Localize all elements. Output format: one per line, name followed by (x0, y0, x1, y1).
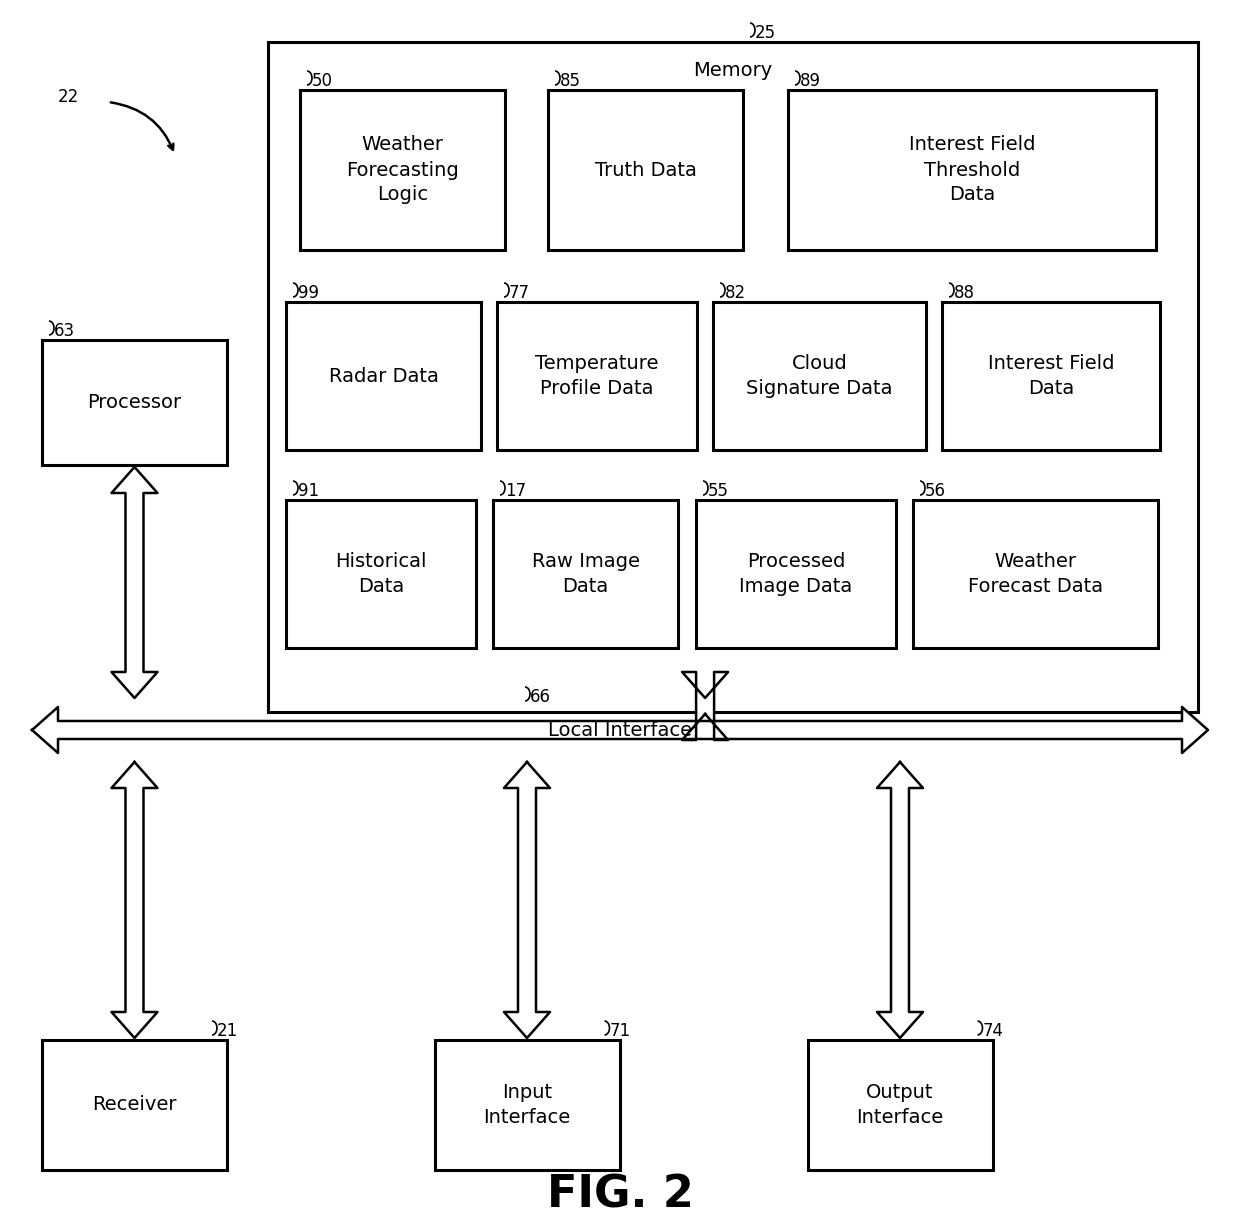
Text: Cloud
Signature Data: Cloud Signature Data (746, 354, 893, 398)
Bar (268, 42, 1198, 712)
Polygon shape (503, 763, 551, 1038)
Text: Input
Interface: Input Interface (484, 1083, 570, 1127)
Text: Temperature
Profile Data: Temperature Profile Data (536, 354, 658, 398)
Text: Historical
Data: Historical Data (335, 552, 427, 596)
Text: 88: 88 (954, 284, 975, 302)
Polygon shape (32, 707, 1208, 753)
Text: 74: 74 (982, 1022, 1003, 1040)
Text: 55: 55 (708, 482, 729, 500)
Text: 50: 50 (312, 72, 334, 89)
Text: 82: 82 (725, 284, 746, 302)
Text: FIG. 2: FIG. 2 (547, 1173, 693, 1216)
Polygon shape (682, 672, 728, 741)
Text: Raw Image
Data: Raw Image Data (532, 552, 640, 596)
Text: 91: 91 (298, 482, 319, 500)
Bar (807, 1040, 992, 1170)
Bar (713, 302, 926, 450)
Text: 99: 99 (298, 284, 319, 302)
Polygon shape (112, 763, 157, 1038)
Bar (300, 89, 505, 250)
Text: Local Interface: Local Interface (548, 721, 692, 741)
Text: 66: 66 (529, 688, 551, 706)
Polygon shape (877, 763, 923, 1038)
Bar (286, 500, 476, 649)
Bar (696, 500, 897, 649)
Text: 89: 89 (800, 72, 821, 89)
Bar (42, 340, 227, 465)
Text: 21: 21 (217, 1022, 238, 1040)
Text: Truth Data: Truth Data (594, 161, 697, 179)
Text: Output
Interface: Output Interface (857, 1083, 944, 1127)
Bar (286, 302, 481, 450)
Bar (548, 89, 743, 250)
Text: 71: 71 (610, 1022, 631, 1040)
Text: Memory: Memory (693, 60, 773, 80)
Bar (497, 302, 697, 450)
Bar (42, 1040, 227, 1170)
Bar (787, 89, 1156, 250)
Text: Weather
Forecast Data: Weather Forecast Data (968, 552, 1104, 596)
Text: 25: 25 (755, 25, 776, 42)
Bar (434, 1040, 620, 1170)
Text: Interest Field
Threshold
Data: Interest Field Threshold Data (909, 136, 1035, 205)
Text: Processor: Processor (88, 394, 181, 412)
Bar (494, 500, 678, 649)
Text: 22: 22 (58, 88, 79, 105)
Text: 77: 77 (508, 284, 529, 302)
Text: 56: 56 (925, 482, 946, 500)
Bar (942, 302, 1159, 450)
Text: 85: 85 (560, 72, 582, 89)
Text: Receiver: Receiver (92, 1096, 177, 1114)
Text: Interest Field
Data: Interest Field Data (988, 354, 1115, 398)
Bar (913, 500, 1158, 649)
Text: Processed
Image Data: Processed Image Data (739, 552, 853, 596)
Text: 63: 63 (55, 322, 76, 340)
Polygon shape (112, 467, 157, 698)
Text: Radar Data: Radar Data (329, 367, 439, 385)
Text: 17: 17 (505, 482, 526, 500)
Text: Weather
Forecasting
Logic: Weather Forecasting Logic (346, 136, 459, 205)
